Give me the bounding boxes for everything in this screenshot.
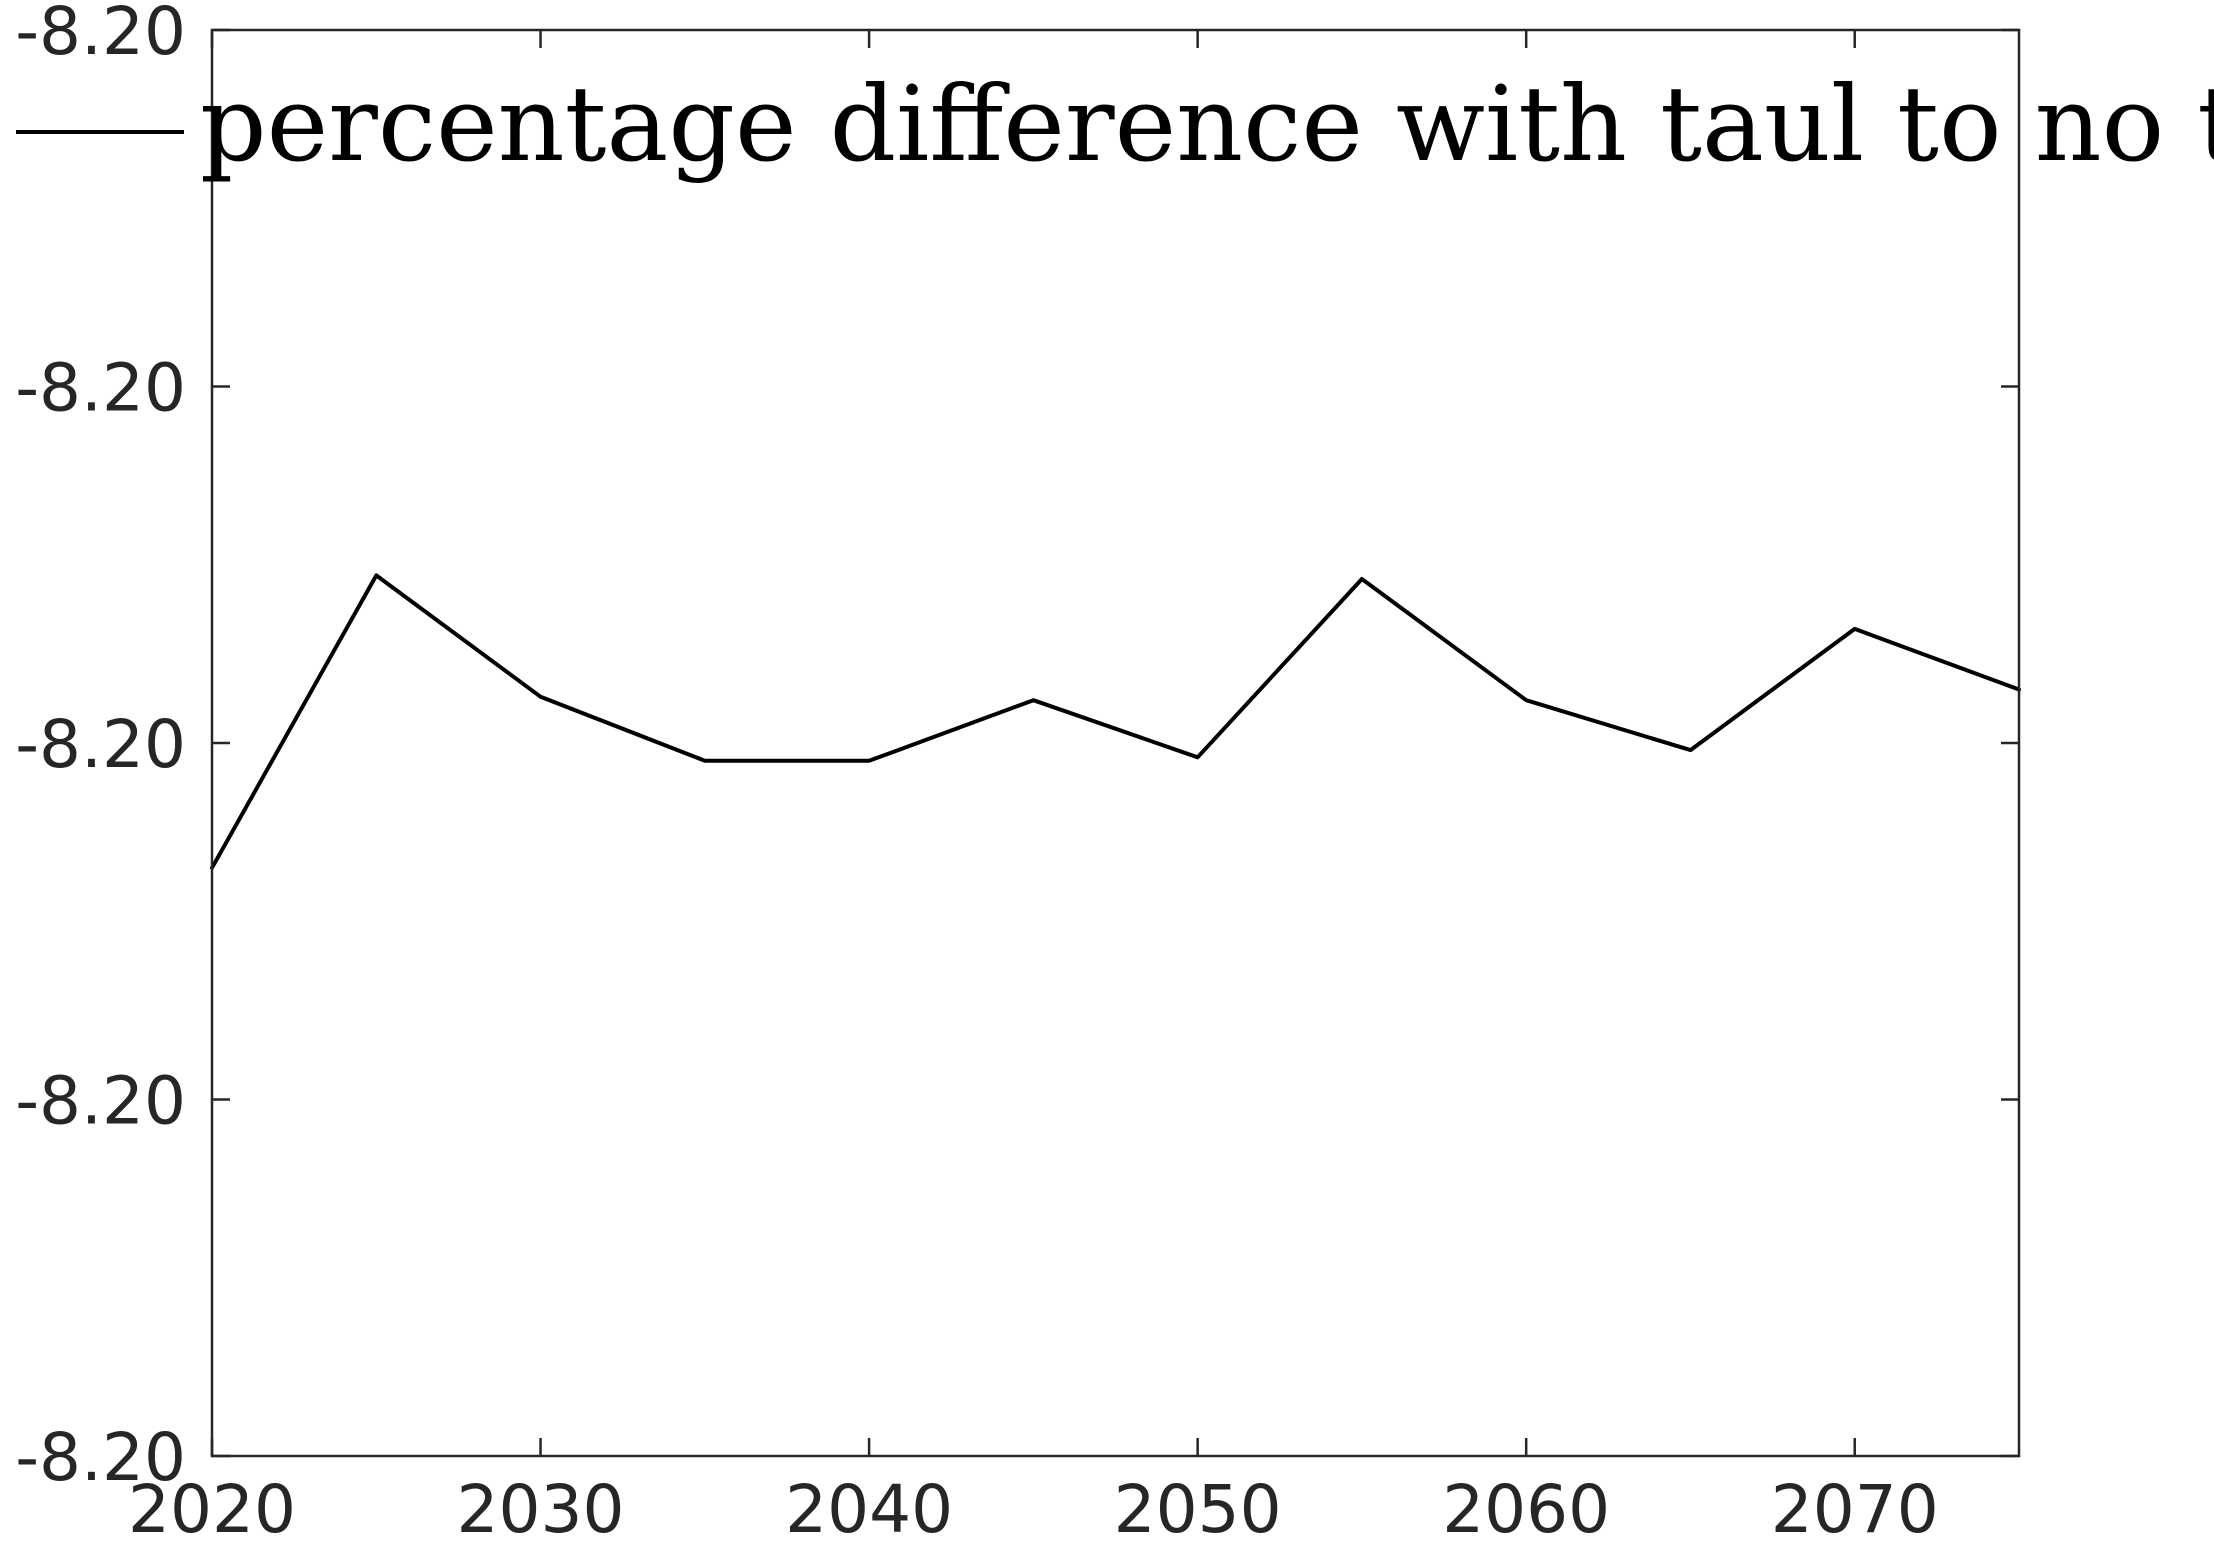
x-tick-label: 2030 — [457, 1471, 625, 1548]
x-tick-label: 2070 — [1771, 1471, 1939, 1548]
y-tick-label: -8.20 — [15, 1063, 186, 1140]
y-tick-label: -8.20 — [15, 0, 186, 70]
series-layer — [210, 573, 2021, 870]
x-tick-label: 2050 — [1114, 1471, 1282, 1548]
x-tick-label: 2040 — [785, 1471, 953, 1548]
x-tick-label: 2020 — [128, 1471, 296, 1548]
x-tick-label: 2060 — [1442, 1471, 1610, 1548]
y-tick-label: -8.20 — [15, 350, 186, 427]
y-tick-label: -8.20 — [15, 1419, 186, 1496]
ticks-layer: 2020 2030 2040 2050 2060 2070 -8.20 -8.20 -8.20 -… — [15, 0, 2019, 1548]
series-line — [210, 573, 2021, 870]
plot-area-frame — [210, 28, 2021, 1458]
y-tick-label: -8.20 — [15, 706, 186, 783]
legend: percentage difference with taul to no ta… — [16, 63, 2214, 185]
legend-label: percentage difference with taul to no ta… — [200, 63, 2214, 185]
